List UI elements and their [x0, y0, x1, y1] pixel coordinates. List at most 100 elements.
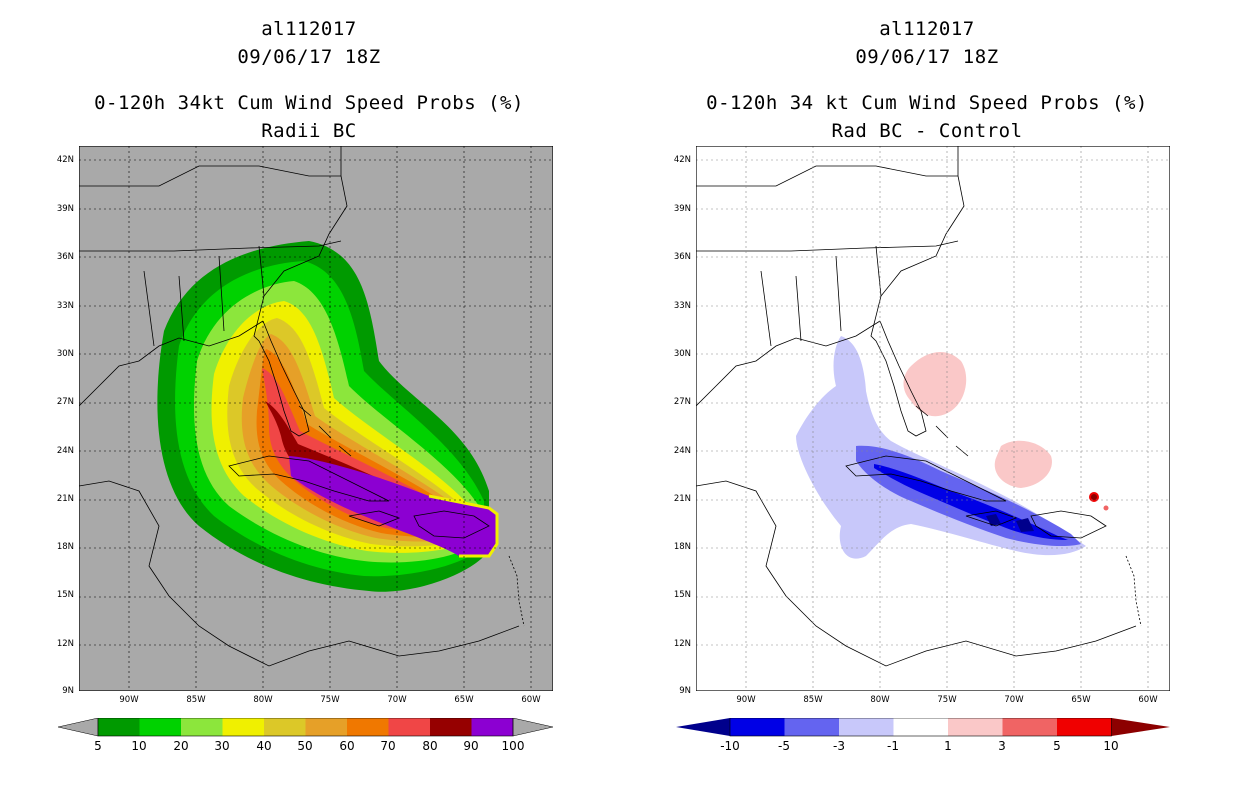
lon-label: 80W	[253, 695, 273, 705]
state-lines	[760, 245, 882, 347]
lat-label: 33N	[56, 301, 74, 311]
right-map	[696, 146, 1170, 691]
colorbar-swatch	[264, 718, 306, 736]
right-map-background	[696, 146, 1170, 691]
colorbar-swatch	[893, 718, 948, 736]
lat-label: 39N	[56, 204, 74, 214]
colorbar-label: 30	[214, 739, 230, 753]
diff-plus10-core	[1091, 494, 1097, 500]
colorbar-swatch	[839, 718, 894, 736]
diff-plus1-east	[994, 440, 1052, 488]
lat-label: 30N	[673, 349, 691, 359]
colorbar-swatch	[305, 718, 347, 736]
lat-label: 36N	[673, 252, 691, 262]
colorbar-label: -3	[833, 739, 845, 753]
left-subtitle: Radii BC	[261, 120, 357, 142]
colorbar-swatch	[1002, 718, 1057, 736]
right-subtitle: Rad BC - Control	[831, 120, 1023, 142]
left-panel: al112017 09/06/17 18Z 0-120h 34kt Cum Wi…	[56, 18, 554, 753]
hispaniola	[413, 510, 490, 539]
lon-label: 65W	[1071, 695, 1091, 705]
lat-label: 27N	[673, 397, 691, 407]
colorbar-label: 40	[256, 739, 272, 753]
lat-label: 36N	[56, 252, 74, 262]
us-interior-borders	[696, 146, 958, 187]
lon-label: 60W	[1138, 695, 1158, 705]
colorbar-label: 10	[131, 739, 147, 753]
colorbar-label: 20	[173, 739, 189, 753]
lat-label: 9N	[62, 686, 74, 696]
colorbar-high-arrow	[1111, 718, 1170, 736]
diff-plus5-spot	[1103, 505, 1109, 511]
lat-label: 27N	[56, 397, 74, 407]
colorbar-label: 60	[339, 739, 355, 753]
colorbar-swatch	[730, 718, 785, 736]
colorbar-swatch	[784, 718, 839, 736]
lat-label: 24N	[56, 446, 74, 456]
us-east-coast	[870, 146, 965, 437]
lat-label: 15N	[56, 590, 74, 600]
lat-label: 9N	[679, 686, 691, 696]
probability-swath	[157, 241, 499, 592]
band-100-edge	[428, 494, 499, 558]
colorbar-label: 100	[501, 739, 525, 753]
colorbar-low-arrow	[58, 718, 99, 737]
lat-label: 42N	[673, 155, 691, 165]
lon-label: 80W	[870, 695, 890, 705]
lat-label: 18N	[56, 542, 74, 552]
colorbar-swatch	[388, 718, 430, 736]
colorbar-label: -5	[778, 739, 790, 753]
colorbar-label: -10	[720, 739, 740, 753]
lat-label: 39N	[673, 204, 691, 214]
central-south-america	[696, 480, 1137, 667]
colorbar-high-arrow	[512, 718, 554, 737]
colorbar-swatch	[430, 718, 472, 736]
lat-label: 30N	[56, 349, 74, 359]
lat-label: 18N	[673, 542, 691, 552]
coastlines	[79, 146, 525, 667]
left-map	[79, 146, 553, 691]
colorbar-label: 80	[422, 739, 438, 753]
lat-label: 33N	[673, 301, 691, 311]
colorbar-label: -1	[887, 739, 899, 753]
colorbar-swatch	[181, 718, 223, 736]
colorbar-swatch	[948, 718, 1003, 736]
diff-plus1-north	[903, 351, 967, 417]
left-colorbar	[58, 718, 554, 737]
right-colorbar	[676, 718, 1170, 737]
band-100	[289, 456, 497, 556]
colorbar-swatch	[222, 718, 264, 736]
colorbar-swatch	[347, 718, 389, 736]
lon-label: 70W	[1004, 695, 1024, 705]
lat-label: 12N	[56, 639, 74, 649]
lon-label: 70W	[387, 695, 407, 705]
lat-label: 15N	[673, 590, 691, 600]
state-line-36n	[696, 240, 959, 252]
left-storm-id: al112017	[261, 18, 357, 40]
graticule	[696, 146, 1170, 691]
cuba	[228, 455, 390, 502]
lat-label: 21N	[56, 494, 74, 504]
right-panel: al112017 09/06/17 18Z 0-120h 34 kt Cum W…	[618, 0, 1236, 800]
hispaniola	[1030, 510, 1107, 539]
diff-strong-neg	[986, 514, 1034, 532]
jamaica	[965, 510, 1018, 527]
lon-label: 75W	[937, 695, 957, 705]
lon-label: 90W	[736, 695, 756, 705]
lon-label: 75W	[320, 695, 340, 705]
colorbar-label: 10	[1103, 739, 1119, 753]
lat-label: 12N	[673, 639, 691, 649]
colorbar-swatch	[471, 718, 513, 736]
lon-label: 60W	[521, 695, 541, 705]
gulf-coast	[79, 320, 264, 407]
colorbar-swatch	[139, 718, 181, 736]
lon-label: 85W	[186, 695, 206, 705]
gulf-coast	[696, 320, 881, 407]
colorbar-label: 5	[1053, 739, 1061, 753]
left-title: 0-120h 34kt Cum Wind Speed Probs (%)	[94, 92, 524, 114]
colorbar-swatch	[1057, 718, 1112, 736]
coastlines	[696, 146, 1142, 667]
colorbar-label: 3	[998, 739, 1006, 753]
us-east-coast	[253, 146, 348, 437]
colorbar-low-arrow	[676, 718, 730, 736]
